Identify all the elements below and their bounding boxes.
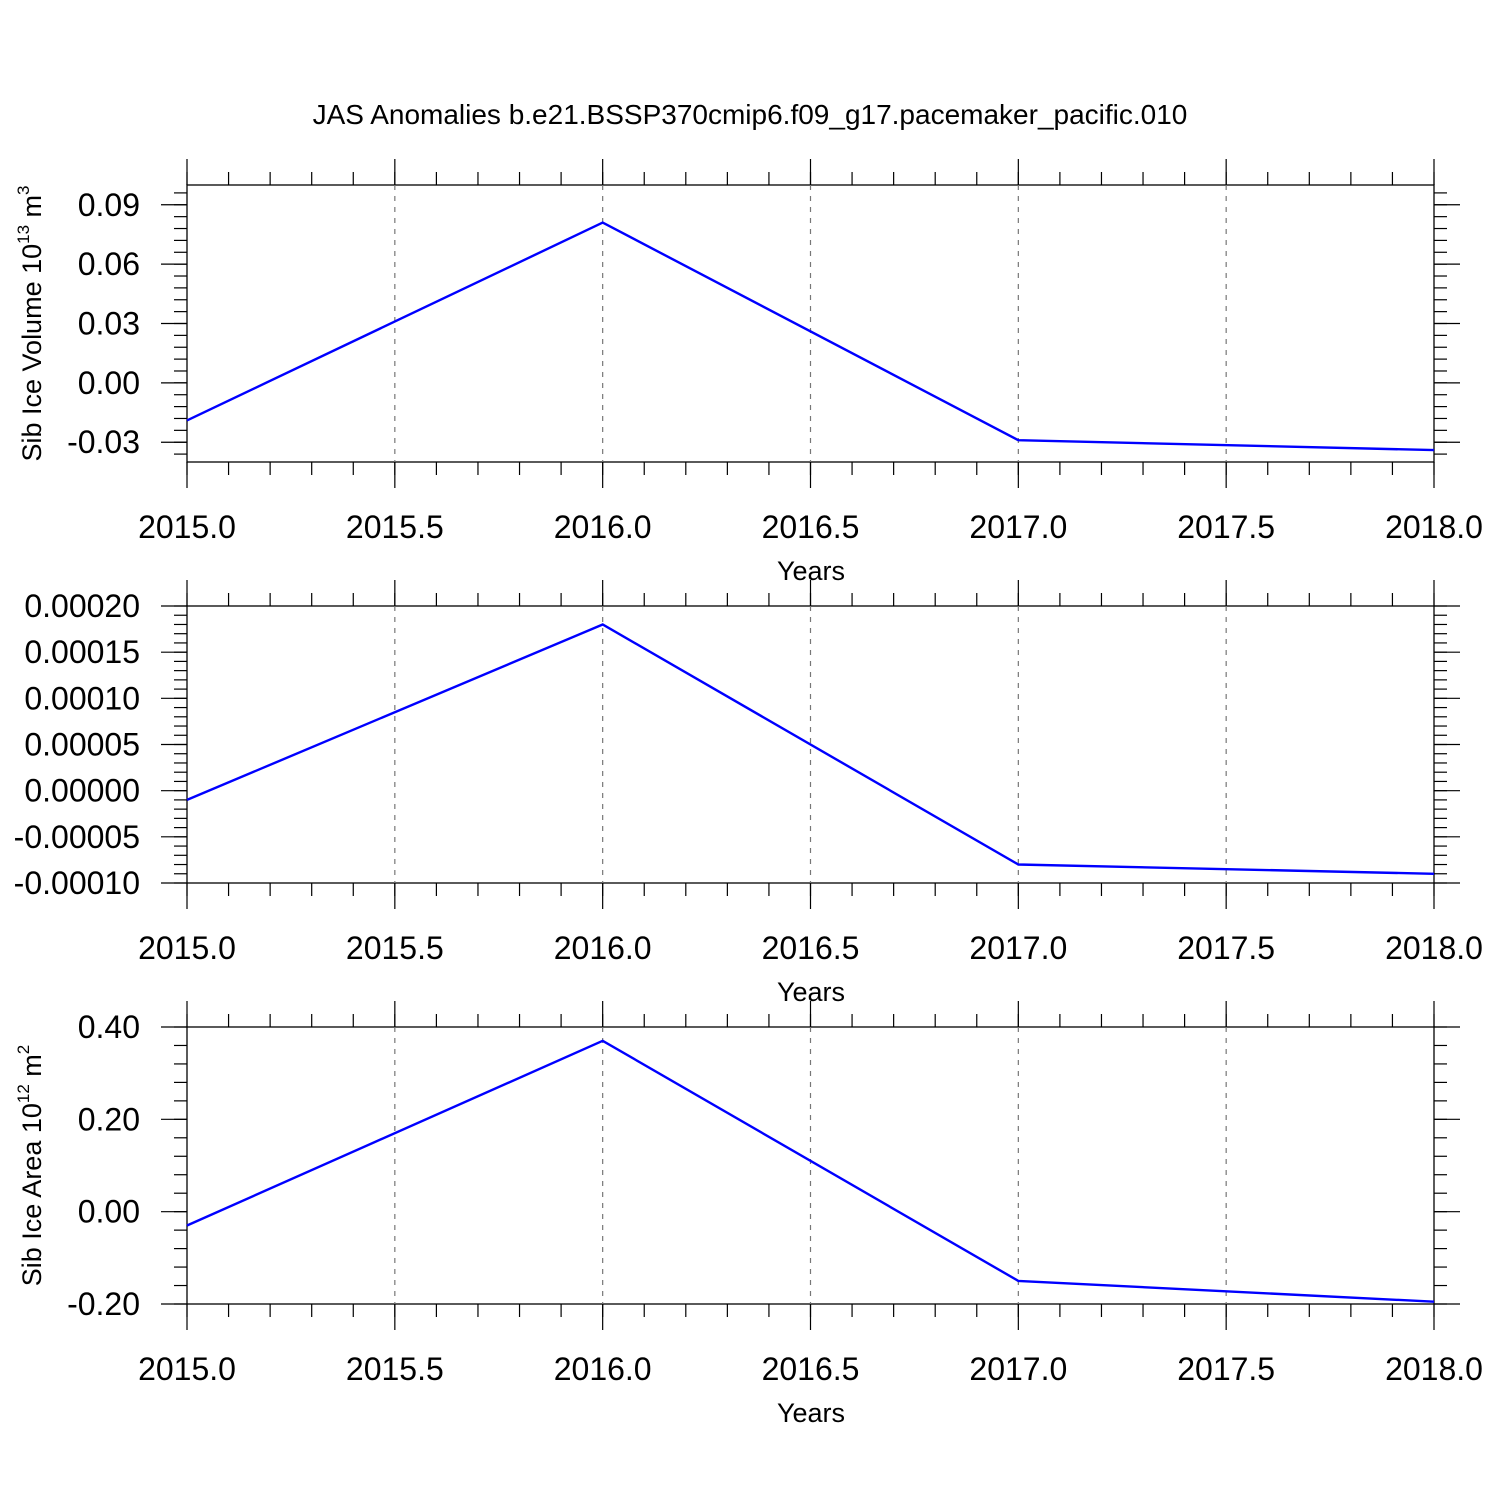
y-tick-label: -0.00005 bbox=[14, 819, 140, 855]
y-tick-label: 0.40 bbox=[78, 1009, 140, 1045]
y-axis-title-unit-exponent: 2 bbox=[14, 1045, 33, 1054]
y-tick-label: 0.00000 bbox=[24, 773, 140, 809]
y-tick-label: 0.00020 bbox=[24, 588, 140, 624]
y-tick-label: 0.00015 bbox=[24, 634, 140, 670]
y-tick-label: 0.03 bbox=[78, 306, 140, 342]
x-tick-label: 2018.0 bbox=[1385, 930, 1483, 966]
y-axis-title-text: Sib Ice Volume 10 bbox=[17, 244, 47, 462]
x-tick-label: 2017.5 bbox=[1177, 930, 1275, 966]
y-tick-label: 0.00005 bbox=[24, 727, 140, 763]
y-tick-label: -0.00010 bbox=[14, 865, 140, 901]
x-tick-label: 2016.5 bbox=[762, 509, 860, 545]
y-tick-label: 0.09 bbox=[78, 187, 140, 223]
figure-title: JAS Anomalies b.e21.BSSP370cmip6.f09_g17… bbox=[313, 99, 1188, 130]
x-tick-label: 2015.5 bbox=[346, 509, 444, 545]
panels: 2015.0 2015.5 2016.0 2016.5 2017.0 2017.5 2018… bbox=[14, 159, 1483, 1428]
y-axis-title-text: Sib Ice Area 10 bbox=[17, 1103, 47, 1286]
x-tick-label: 2016.5 bbox=[762, 1351, 860, 1387]
y-axis-title-unit: m bbox=[17, 195, 47, 225]
series-line bbox=[186, 1039, 1435, 1303]
y-tick-label: -0.20 bbox=[67, 1286, 140, 1322]
panel-3: 2015.0 2015.5 2016.0 2016.5 2017.0 2017.5 2018… bbox=[14, 1001, 1483, 1428]
y-tick-label: 0.00 bbox=[78, 365, 140, 401]
x-tick-label: 2017.0 bbox=[969, 1351, 1067, 1387]
x-tick-label: 2016.0 bbox=[554, 1351, 652, 1387]
y-tick-label: 0.00010 bbox=[24, 680, 140, 716]
y-axis-title: Sib Ice Area 1012 m2 bbox=[14, 1045, 47, 1287]
y-axis-title-exponent: 12 bbox=[14, 1084, 33, 1103]
x-tick-label: 2015.0 bbox=[138, 509, 236, 545]
x-tick-label: 2017.5 bbox=[1177, 509, 1275, 545]
x-tick-label: 2015.5 bbox=[346, 1351, 444, 1387]
x-tick-label: 2016.0 bbox=[554, 509, 652, 545]
panel-1: 2015.0 2015.5 2016.0 2016.5 2017.0 2017.5 2018… bbox=[14, 159, 1483, 586]
series-line bbox=[186, 221, 1435, 452]
panel-2: 2015.0 2015.5 2016.0 2016.5 2017.0 2017.5 2018… bbox=[14, 580, 1483, 1007]
y-axis-title-unit: m bbox=[17, 1054, 47, 1084]
x-tick-label: 2017.0 bbox=[969, 930, 1067, 966]
y-tick-label: 0.06 bbox=[78, 246, 140, 282]
x-tick-label: 2017.5 bbox=[1177, 1351, 1275, 1387]
x-tick-label: 2015.0 bbox=[138, 930, 236, 966]
y-tick-label: 0.20 bbox=[78, 1101, 140, 1137]
x-tick-label: 2018.0 bbox=[1385, 509, 1483, 545]
y-axis-title: Sib Ice Volume 1013 m3 bbox=[14, 185, 47, 461]
y-tick-label: 0.00 bbox=[78, 1194, 140, 1230]
series-line bbox=[186, 623, 1435, 875]
x-tick-label: 2015.5 bbox=[346, 930, 444, 966]
x-tick-label: 2015.0 bbox=[138, 1351, 236, 1387]
x-axis-title: Years bbox=[777, 1398, 845, 1428]
y-axis-title-exponent: 13 bbox=[14, 225, 33, 244]
y-tick-label: -0.03 bbox=[67, 424, 140, 460]
x-tick-label: 2016.5 bbox=[762, 930, 860, 966]
y-axis-title-unit-exponent: 3 bbox=[14, 185, 33, 194]
x-tick-label: 2018.0 bbox=[1385, 1351, 1483, 1387]
x-tick-label: 2017.0 bbox=[969, 509, 1067, 545]
x-tick-label: 2016.0 bbox=[554, 930, 652, 966]
